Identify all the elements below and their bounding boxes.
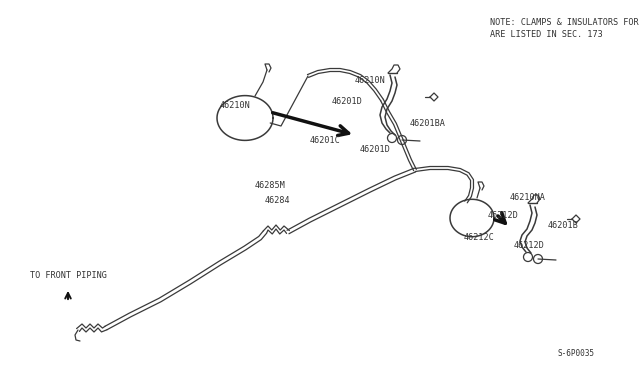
Text: S-6P0035: S-6P0035	[558, 349, 595, 358]
Text: TO FRONT PIPING: TO FRONT PIPING	[30, 271, 107, 280]
Text: 46210N: 46210N	[220, 101, 251, 110]
Text: 46201D: 46201D	[332, 97, 363, 106]
Text: 46284: 46284	[265, 196, 291, 205]
Text: 46212D: 46212D	[514, 241, 545, 250]
Text: 46201BA: 46201BA	[410, 119, 446, 128]
Text: NOTE: CLAMPS & INSULATORS FOR FLOOR AND REAR: NOTE: CLAMPS & INSULATORS FOR FLOOR AND …	[490, 18, 640, 27]
Text: 46201C: 46201C	[310, 136, 340, 145]
Text: ARE LISTED IN SEC. 173: ARE LISTED IN SEC. 173	[490, 30, 603, 39]
Text: 46285M: 46285M	[255, 181, 285, 190]
Text: 46210N: 46210N	[355, 76, 386, 85]
Text: 46210NA: 46210NA	[510, 193, 546, 202]
Text: 46212C: 46212C	[464, 233, 495, 242]
Text: 46201B: 46201B	[548, 221, 579, 230]
Text: 46212D: 46212D	[488, 211, 519, 220]
Text: 46201D: 46201D	[360, 145, 391, 154]
